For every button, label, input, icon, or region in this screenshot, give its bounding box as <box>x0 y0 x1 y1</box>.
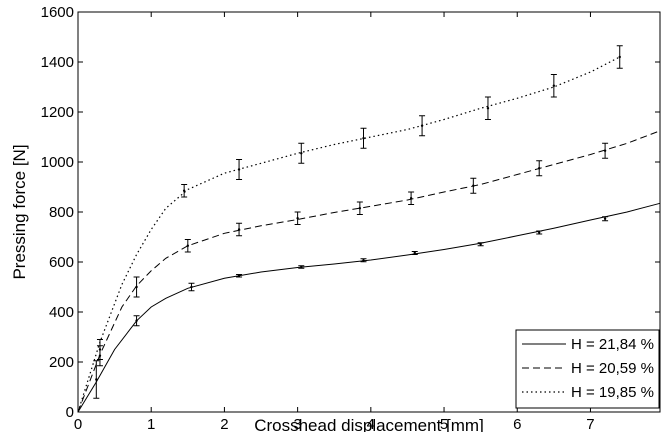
error-bar <box>188 282 195 292</box>
x-tick-label: 2 <box>220 416 228 432</box>
legend-label-1: H = 21,84 % <box>571 336 654 353</box>
errorbar-layer <box>93 45 623 399</box>
error-bar <box>96 339 103 360</box>
error-bar <box>484 96 491 120</box>
error-bar <box>184 239 191 253</box>
y-tick-label: 1600 <box>41 4 74 21</box>
error-bar <box>477 242 484 247</box>
y-tick-label: 600 <box>49 254 74 271</box>
error-bar <box>298 142 305 164</box>
x-axis-label: Crosshead displacement [mm] <box>254 416 484 432</box>
y-tick-label: 200 <box>49 354 74 371</box>
y-tick-label: 0 <box>66 404 74 421</box>
series-line-2 <box>77 130 661 413</box>
axis-layer: 0 1 2 3 4 5 6 7 0 200 400 600 800 1000 1200 1400 1600 <box>41 4 660 432</box>
x-tick-label: 7 <box>586 416 594 432</box>
error-bar <box>419 115 426 137</box>
y-tick-label: 1200 <box>41 104 74 121</box>
error-bar <box>470 177 477 194</box>
error-bar <box>236 222 243 237</box>
error-bar <box>236 274 243 278</box>
y-tick-label: 1000 <box>41 154 74 171</box>
x-tick-label: 3 <box>293 416 301 432</box>
x-tick-label: 1 <box>147 416 155 432</box>
error-bar <box>616 45 623 69</box>
y-axis-label: Pressing force [N] <box>10 144 29 279</box>
error-bar <box>294 211 301 225</box>
y-tick-label: 800 <box>49 204 74 221</box>
error-bar <box>181 184 188 198</box>
error-bar <box>602 142 609 159</box>
legend-label-3: H = 19,85 % <box>571 384 654 401</box>
series-line-3 <box>77 56 620 413</box>
error-bar <box>550 74 557 98</box>
error-bar <box>360 258 367 263</box>
y-tick-label: 400 <box>49 304 74 321</box>
error-bar <box>536 160 543 177</box>
error-bar <box>133 276 140 298</box>
x-tick-label: 0 <box>74 416 82 432</box>
error-bar <box>236 159 243 180</box>
error-bar <box>93 360 100 399</box>
error-bar <box>356 201 363 215</box>
legend-label-2: H = 20,59 % <box>571 360 654 377</box>
error-bar <box>408 191 415 205</box>
series-layer <box>77 56 661 413</box>
error-bar <box>536 230 543 235</box>
error-bar <box>411 251 418 255</box>
error-bar <box>602 216 609 222</box>
error-bar <box>133 315 140 327</box>
error-bar <box>360 127 367 149</box>
series-line-1 <box>77 202 661 413</box>
x-tick-label: 5 <box>440 416 448 432</box>
legend-box <box>515 329 660 409</box>
x-tick-label: 6 <box>513 416 521 432</box>
legend: H = 21,84 % H = 20,59 % H = 19,85 % <box>515 329 660 409</box>
x-tick-label: 4 <box>367 416 375 432</box>
error-bar <box>298 265 305 269</box>
y-tick-label: 1400 <box>41 54 74 71</box>
